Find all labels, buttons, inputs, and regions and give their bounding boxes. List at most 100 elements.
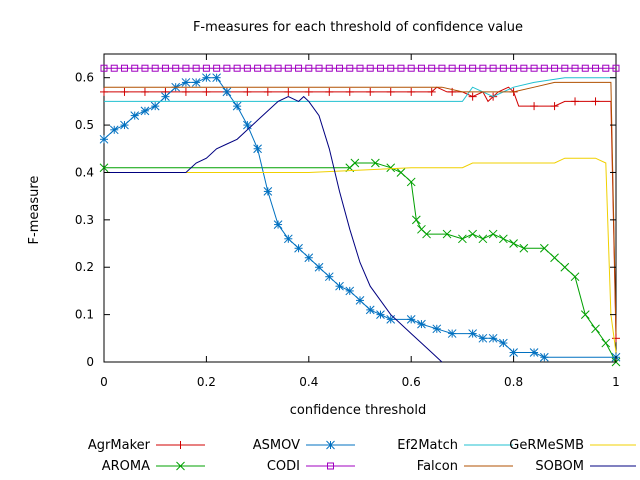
data-point-asmov xyxy=(509,348,518,357)
data-point-aroma xyxy=(442,229,452,239)
axis-layer: 0 0.1 0.2 0.3 0.4 0.5 0.6 0 0.2 0.4 0.6 0.8 1 xyxy=(75,54,620,389)
y-tick-label: 0.5 xyxy=(75,118,94,132)
legend-marker xyxy=(326,440,335,450)
legend-item-falcon: Falcon xyxy=(417,459,513,474)
data-point-aroma xyxy=(601,338,611,348)
data-point-asmov xyxy=(406,315,416,324)
series-line-germesmb xyxy=(104,157,617,353)
data-point-codi xyxy=(233,64,241,72)
data-point-asmov xyxy=(499,338,508,348)
data-point-asmov xyxy=(283,234,293,244)
data-point-aroma xyxy=(396,168,406,177)
x-tick-label: 0.6 xyxy=(402,375,421,389)
data-point-agrmaker xyxy=(100,87,108,96)
data-point-asmov xyxy=(120,120,129,130)
series-line-sobom xyxy=(104,95,443,363)
data-point-asmov xyxy=(222,87,232,97)
data-point-agrmaker xyxy=(407,87,416,96)
data-point-codi xyxy=(110,64,118,72)
data-point-codi xyxy=(274,64,282,72)
data-point-codi xyxy=(571,64,579,72)
data-point-agrmaker xyxy=(304,87,313,96)
data-point-codi xyxy=(438,64,446,72)
data-point-codi xyxy=(602,64,610,72)
data-point-asmov xyxy=(212,73,221,83)
series-line-ef2match xyxy=(104,77,616,102)
data-point-codi xyxy=(325,64,333,72)
data-point-agrmaker xyxy=(202,87,211,96)
data-point-agrmaker xyxy=(120,87,129,96)
data-point-codi xyxy=(540,64,548,72)
data-point-codi xyxy=(366,64,374,72)
data-point-codi xyxy=(315,64,323,72)
data-point-aroma xyxy=(371,158,380,168)
data-point-codi xyxy=(458,64,466,72)
data-point-codi xyxy=(213,64,221,72)
data-point-codi xyxy=(182,64,190,72)
data-point-asmov xyxy=(432,324,442,334)
data-point-agrmaker xyxy=(571,97,580,106)
data-point-codi xyxy=(120,64,128,72)
legend-item-germesmb: GeRMeSMB xyxy=(509,438,636,453)
data-point-asmov xyxy=(273,220,283,229)
data-point-agrmaker xyxy=(550,102,559,111)
data-point-asmov xyxy=(335,281,344,291)
data-point-codi xyxy=(469,64,477,72)
data-point-aroma xyxy=(468,229,477,239)
data-point-aroma xyxy=(458,234,467,244)
legend-label: GeRMeSMB xyxy=(509,438,584,453)
data-point-asmov xyxy=(539,352,549,362)
series-line-asmov xyxy=(103,77,616,358)
x-tick-label: 0 xyxy=(100,375,108,389)
data-point-codi xyxy=(428,64,436,72)
data-point-asmov xyxy=(304,253,314,263)
data-point-codi xyxy=(264,64,272,72)
legend-marker xyxy=(176,461,185,471)
data-point-codi xyxy=(223,64,231,72)
data-point-asmov xyxy=(181,78,191,87)
data-point-asmov xyxy=(355,296,365,305)
legend-label: AgrMaker xyxy=(88,438,151,453)
data-point-agrmaker xyxy=(345,87,354,96)
data-point-asmov xyxy=(140,106,150,116)
series-falcon xyxy=(104,81,617,334)
series-sobom xyxy=(104,95,443,363)
data-point-codi xyxy=(397,64,405,72)
data-point-asmov xyxy=(324,272,334,282)
legend-label: Ef2Match xyxy=(397,438,458,453)
y-axis-label: F-measure xyxy=(27,176,42,245)
legend-marker xyxy=(327,462,334,470)
data-point-aroma xyxy=(499,234,508,244)
data-point-agrmaker xyxy=(591,97,600,106)
x-tick-label: 0.8 xyxy=(504,375,523,389)
data-point-codi xyxy=(356,64,364,72)
y-tick-label: 0 xyxy=(86,355,94,369)
x-tick-label: 1 xyxy=(612,375,620,389)
data-point-codi xyxy=(172,64,180,72)
data-point-aroma xyxy=(411,215,421,225)
data-point-codi xyxy=(581,64,589,72)
data-point-codi xyxy=(254,64,262,72)
data-point-codi xyxy=(284,64,292,72)
data-point-asmov xyxy=(109,125,119,135)
legend-item-codi: CODI xyxy=(267,459,355,474)
y-tick-label: 0.3 xyxy=(75,213,94,227)
chart-title: F-measures for each threshold of confide… xyxy=(193,20,523,35)
data-point-codi xyxy=(305,64,313,72)
series-line-falcon xyxy=(104,81,617,334)
data-point-agrmaker xyxy=(325,87,334,96)
legend-label: Falcon xyxy=(417,459,458,474)
data-point-codi xyxy=(131,64,139,72)
data-point-asmov xyxy=(232,101,242,111)
data-point-aroma xyxy=(580,310,590,319)
data-point-codi xyxy=(243,64,251,72)
y-tick-label: 0.1 xyxy=(75,308,94,322)
data-point-asmov xyxy=(99,134,109,144)
data-point-codi xyxy=(612,64,620,72)
data-point-codi xyxy=(592,64,600,72)
data-point-agrmaker xyxy=(181,87,190,96)
data-point-codi xyxy=(479,64,487,72)
data-point-asmov xyxy=(294,243,303,253)
data-point-asmov xyxy=(345,286,355,296)
data-point-agrmaker xyxy=(243,87,252,96)
